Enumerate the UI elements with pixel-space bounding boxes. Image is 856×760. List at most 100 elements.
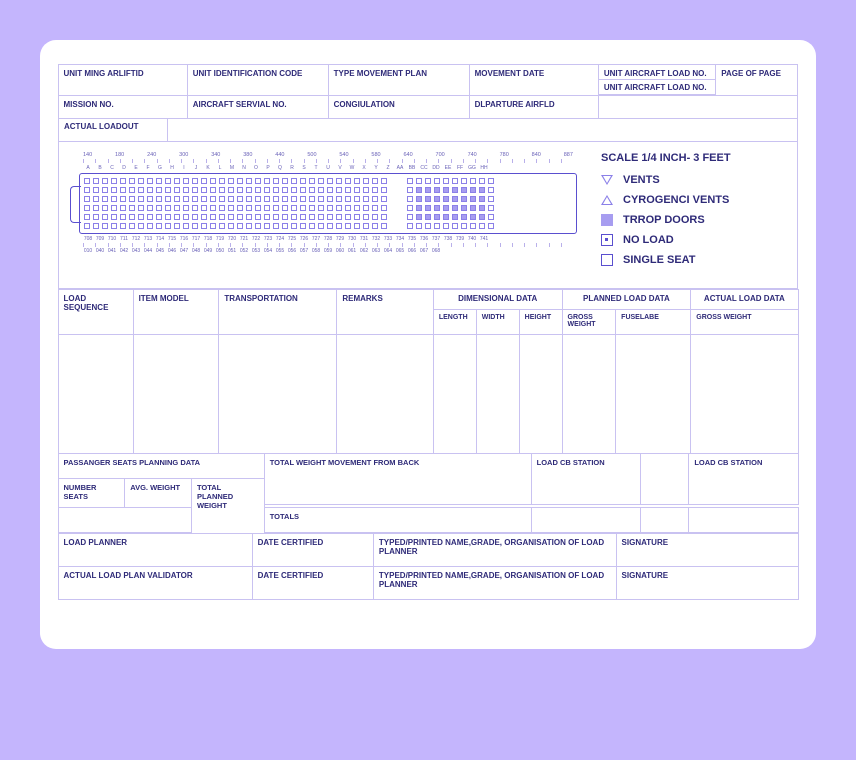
seat-icon: [237, 187, 243, 193]
legend-item-sq-dot: NO LOAD: [601, 234, 781, 246]
seat-icon: [84, 178, 90, 184]
seat-icon: [291, 214, 297, 220]
total-weight-movement: TOTAL WEIGHT MOVEMENT FROM BACK: [264, 453, 532, 505]
seat-icon: [309, 214, 315, 220]
seat-icon: [470, 178, 476, 184]
seat-icon: [228, 196, 234, 202]
seat-icon: [282, 187, 288, 193]
legend-label: TRROP DOORS: [623, 214, 705, 226]
ruler-top: 1401802403003403804405005405806407007407…: [83, 152, 573, 158]
seat-icon: [102, 196, 108, 202]
seat-icon: [461, 223, 467, 229]
seat-icon: [120, 187, 126, 193]
seat-icon: [264, 223, 270, 229]
body-fuselabe[interactable]: [615, 334, 691, 454]
seat-icon: [309, 205, 315, 211]
seat-icon: [372, 223, 378, 229]
seat-icon: [264, 214, 270, 220]
seat-icon: [237, 205, 243, 211]
seat-icon: [291, 178, 297, 184]
body-height[interactable]: [519, 334, 563, 454]
totals-val-1[interactable]: [531, 507, 641, 533]
hdr-load-no-1: UNIT AIRCRAFT LOAD NO.: [598, 64, 716, 80]
diagram-panel: 1401802403003403804405005405806407007407…: [58, 142, 798, 289]
seat-icon: [183, 214, 189, 220]
body-remarks[interactable]: [336, 334, 434, 454]
seat-icon: [246, 196, 252, 202]
body-item-model[interactable]: [133, 334, 220, 454]
seat-icon: [192, 214, 198, 220]
legend-item-sq-fill: TRROP DOORS: [601, 214, 781, 226]
seat-icon: [434, 187, 440, 193]
seat-icon: [372, 178, 378, 184]
actual-loadout-row: ACTUAL LOADOUT: [58, 118, 798, 142]
seat-icon: [345, 196, 351, 202]
seat-icon: [354, 178, 360, 184]
seat-icon: [372, 214, 378, 220]
seat-icon: [291, 196, 297, 202]
totals-val-3[interactable]: [688, 507, 798, 533]
seat-icon: [165, 178, 171, 184]
pax-blank[interactable]: [58, 507, 192, 533]
seat-icon: [111, 178, 117, 184]
seat-icon: [264, 205, 270, 211]
seat-icon: [219, 205, 225, 211]
seat-icon: [372, 196, 378, 202]
seat-icon: [246, 214, 252, 220]
sig-validator: ACTUAL LOAD PLAN VALIDATOR: [58, 566, 253, 600]
body-gross-weight[interactable]: [562, 334, 617, 454]
seat-icon: [228, 214, 234, 220]
actual-loadout-value[interactable]: [168, 118, 798, 142]
seat-icon: [246, 187, 252, 193]
hdr-type-movement: TYPE MOVEMENT PLAN: [328, 64, 470, 96]
seat-icon: [434, 223, 440, 229]
seat-icon: [183, 223, 189, 229]
actual-loadout-label: ACTUAL LOADOUT: [58, 118, 168, 142]
seat-icon: [336, 223, 342, 229]
seat-icon: [246, 205, 252, 211]
body-length[interactable]: [433, 334, 477, 454]
body-gross-weight-2[interactable]: [690, 334, 798, 454]
seat-icon: [255, 196, 261, 202]
seat-icon: [102, 205, 108, 211]
seat-icon: [479, 214, 485, 220]
totals-val-2[interactable]: [640, 507, 690, 533]
body-transportation[interactable]: [218, 334, 337, 454]
cb-gap[interactable]: [640, 453, 690, 505]
seat-icon: [300, 205, 306, 211]
seat-icon: [434, 178, 440, 184]
seat-icon: [84, 214, 90, 220]
seat-icon: [416, 187, 422, 193]
seat-icon: [318, 205, 324, 211]
seat-icon: [452, 196, 458, 202]
hdr-congiulation: CONGIULATION: [328, 95, 470, 119]
seat-icon: [372, 187, 378, 193]
seat-icon: [425, 223, 431, 229]
seat-icon: [111, 205, 117, 211]
sig-signature-1: SIGNATURE: [616, 533, 799, 567]
seat-icon: [425, 187, 431, 193]
seat-icon: [183, 205, 189, 211]
seat-icon: [93, 187, 99, 193]
seat-icon: [120, 214, 126, 220]
totals-label: TOTALS: [264, 507, 532, 533]
seat-icon: [354, 223, 360, 229]
seat-icon: [255, 214, 261, 220]
pax-total-planned-weight: TOTAL PLANNED WEIGHT: [191, 478, 265, 534]
seat-icon: [345, 223, 351, 229]
col-transportation: TRANSPORTATION: [218, 289, 337, 335]
body-load-seq[interactable]: [58, 334, 134, 454]
seat-icon: [102, 187, 108, 193]
seat-row: [84, 214, 572, 220]
seat-icon: [443, 205, 449, 211]
seat-icon: [300, 196, 306, 202]
hdr-page-of-page: PAGE OF PAGE: [715, 64, 798, 96]
seat-icon: [381, 196, 387, 202]
seat-icon: [138, 223, 144, 229]
seat-icon: [282, 196, 288, 202]
seat-icon: [210, 205, 216, 211]
seat-icon: [156, 187, 162, 193]
seat-icon: [407, 214, 413, 220]
seat-icon: [345, 214, 351, 220]
body-width[interactable]: [476, 334, 520, 454]
